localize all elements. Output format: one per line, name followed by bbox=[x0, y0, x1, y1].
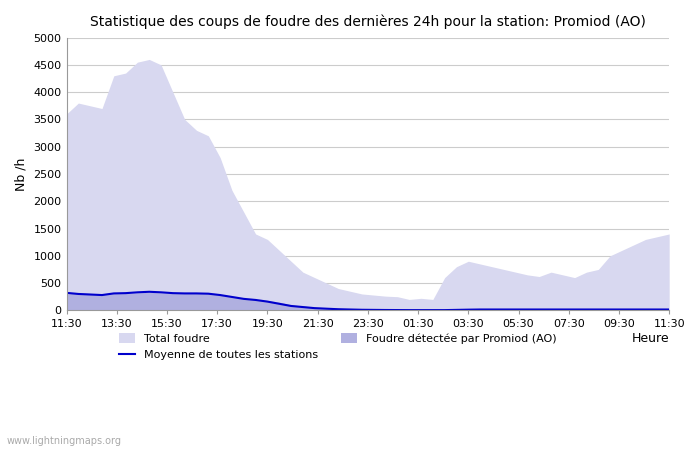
Text: www.lightningmaps.org: www.lightningmaps.org bbox=[7, 436, 122, 446]
Y-axis label: Nb /h: Nb /h bbox=[15, 158, 28, 191]
Legend: Total foudre, Moyenne de toutes les stations, Foudre détectée par Promiod (AO): Total foudre, Moyenne de toutes les stat… bbox=[114, 329, 561, 365]
Text: Heure: Heure bbox=[631, 332, 669, 345]
Title: Statistique des coups de foudre des dernières 24h pour la station: Promiod (AO): Statistique des coups de foudre des dern… bbox=[90, 15, 646, 30]
